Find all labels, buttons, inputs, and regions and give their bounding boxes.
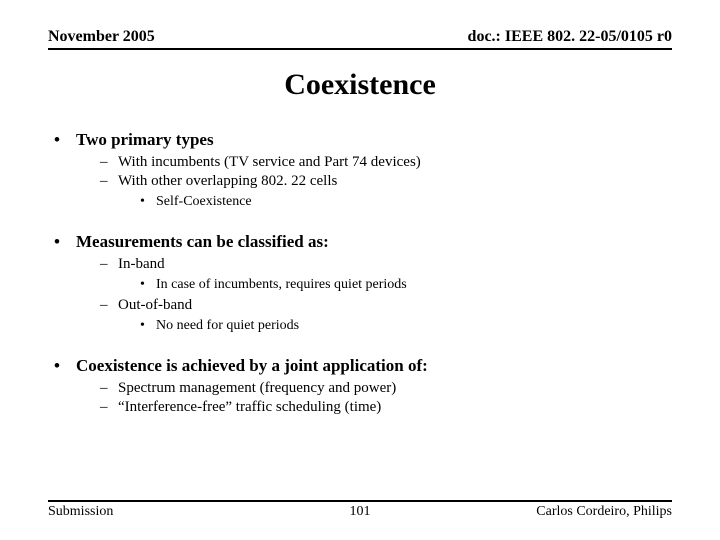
bullet-icon: • [140,318,156,334]
bullet-icon: • [48,232,76,252]
content: • Two primary types –With incumbents (TV… [48,130,672,416]
list-item: –With incumbents (TV service and Part 74… [100,154,672,171]
dash-icon: – [100,256,118,273]
dash-icon: – [100,173,118,190]
sub-text: Out-of-band [118,297,192,313]
bullet-icon: • [48,356,76,376]
bullet-icon: • [48,130,76,150]
sub-text: In-band [118,256,165,272]
footer: Submission 101 Carlos Cordeiro, Philips [48,500,672,520]
footer-right: Carlos Cordeiro, Philips [536,504,672,520]
footer-left: Submission [48,504,113,520]
list-item: •No need for quiet periods [140,318,672,334]
bullet-text: Coexistence is achieved by a joint appli… [76,356,428,376]
sub-text: “Interference-free” traffic scheduling (… [118,399,381,415]
sub-sub-text: Self-Coexistence [156,194,252,209]
bullet-list: • Two primary types –With incumbents (TV… [48,130,672,416]
list-item: • Two primary types –With incumbents (TV… [48,130,672,210]
footer-row: Submission 101 Carlos Cordeiro, Philips [48,504,672,520]
sub-sub-list: •In case of incumbents, requires quiet p… [100,277,672,293]
page-title: Coexistence [48,68,672,102]
list-item: • Measurements can be classified as: –In… [48,232,672,334]
list-item: • Coexistence is achieved by a joint app… [48,356,672,416]
list-item: –Spectrum management (frequency and powe… [100,380,672,397]
dash-icon: – [100,380,118,397]
list-item: –Out-of-band •No need for quiet periods [100,297,672,334]
dash-icon: – [100,154,118,171]
list-item: –“Interference-free” traffic scheduling … [100,399,672,416]
sub-sub-list: •No need for quiet periods [100,318,672,334]
bullet-icon: • [140,194,156,210]
header-right: doc.: IEEE 802. 22-05/0105 r0 [468,28,672,46]
list-item: –In-band •In case of incumbents, require… [100,256,672,293]
list-item: •In case of incumbents, requires quiet p… [140,277,672,293]
bullet-row: • Two primary types [48,130,672,150]
footer-divider [48,500,672,502]
dash-icon: – [100,399,118,416]
footer-center: 101 [350,504,371,520]
bullet-icon: • [140,277,156,293]
bullet-text: Measurements can be classified as: [76,232,329,252]
bullet-row: • Coexistence is achieved by a joint app… [48,356,672,376]
bullet-text: Two primary types [76,130,214,150]
sub-list: –In-band •In case of incumbents, require… [48,256,672,334]
header-left: November 2005 [48,28,155,46]
sub-list: –With incumbents (TV service and Part 74… [48,154,672,210]
sub-list: –Spectrum management (frequency and powe… [48,380,672,416]
sub-text: Spectrum management (frequency and power… [118,380,396,396]
sub-text: With other overlapping 802. 22 cells [118,173,337,189]
sub-sub-text: In case of incumbents, requires quiet pe… [156,277,407,292]
sub-sub-list: •Self-Coexistence [100,194,672,210]
header: November 2005 doc.: IEEE 802. 22-05/0105… [48,28,672,50]
bullet-row: • Measurements can be classified as: [48,232,672,252]
dash-icon: – [100,297,118,314]
list-item: •Self-Coexistence [140,194,672,210]
list-item: –With other overlapping 802. 22 cells •S… [100,173,672,210]
sub-sub-text: No need for quiet periods [156,318,299,333]
sub-text: With incumbents (TV service and Part 74 … [118,154,421,170]
